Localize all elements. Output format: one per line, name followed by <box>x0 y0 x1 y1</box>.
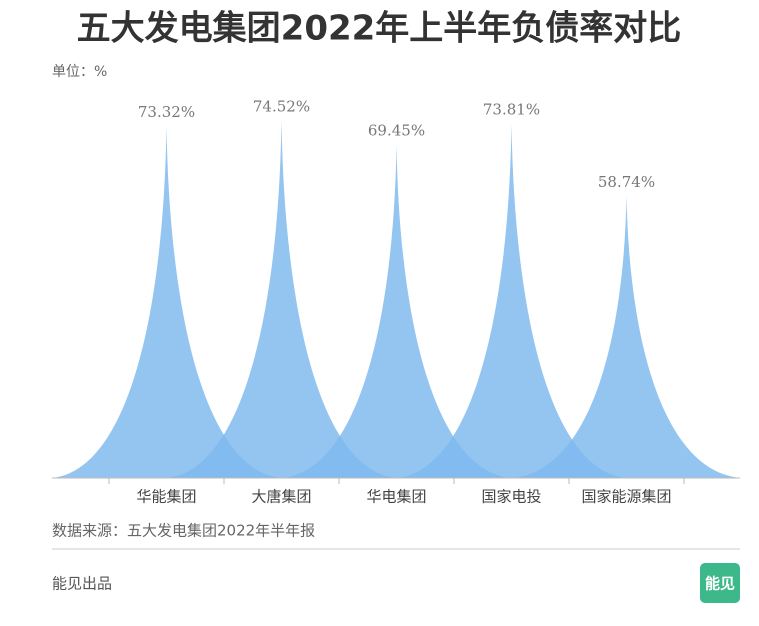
value-label: 73.32% <box>138 103 195 121</box>
peak <box>511 196 742 478</box>
x-tick-label: 华电集团 <box>366 488 426 506</box>
unit-label: 单位：% <box>52 64 107 80</box>
x-tick-label: 国家能源集团 <box>581 488 671 506</box>
value-label: 74.52% <box>253 97 310 115</box>
value-label: 73.81% <box>483 101 540 119</box>
footer-text: 能见出品 <box>52 575 112 593</box>
x-tick-label: 大唐集团 <box>251 488 311 506</box>
value-label: 69.45% <box>368 122 425 140</box>
plot-area <box>51 120 742 479</box>
logo-text: 能见 <box>705 575 735 593</box>
value-label: 58.74% <box>598 173 655 191</box>
logo-box <box>700 563 740 603</box>
source-note: 数据来源：五大发电集团2022年半年报 <box>52 522 315 540</box>
peak <box>396 123 627 478</box>
peak <box>166 120 397 478</box>
chart-title: 五大发电集团2022年上半年负债率对比 <box>77 9 682 49</box>
peak <box>281 144 512 478</box>
x-tick-label: 国家电投 <box>481 488 541 506</box>
peak <box>51 126 282 479</box>
x-tick-label: 华能集团 <box>136 488 196 506</box>
